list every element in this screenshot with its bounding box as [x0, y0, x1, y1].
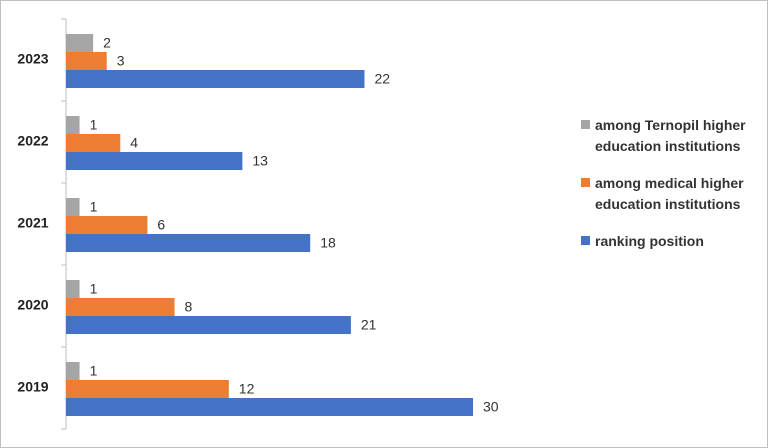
- data-label: 1: [90, 117, 98, 133]
- legend-item: among medical higher education instituti…: [581, 173, 751, 215]
- bar: [66, 152, 243, 170]
- legend-label: among medical higher education instituti…: [595, 175, 744, 212]
- bar: [66, 362, 80, 380]
- data-label: 1: [90, 363, 98, 379]
- bar: [66, 52, 107, 70]
- legend-item: among Ternopil higher education institut…: [581, 115, 751, 157]
- bar: [66, 216, 148, 234]
- data-label: 30: [483, 399, 499, 415]
- category-label: 2020: [17, 297, 48, 313]
- bar: [66, 234, 311, 252]
- bar: [66, 380, 229, 398]
- bar: [66, 34, 94, 52]
- bar: [66, 134, 121, 152]
- data-label: 6: [157, 217, 165, 233]
- category-label: 2019: [17, 379, 48, 395]
- legend-swatch: [581, 178, 590, 187]
- category-label: 2021: [17, 215, 48, 231]
- data-label: 13: [252, 153, 268, 169]
- data-label: 18: [320, 235, 336, 251]
- bar: [66, 316, 351, 334]
- legend-swatch: [581, 236, 590, 245]
- bar: [66, 280, 80, 298]
- data-label: 2: [103, 35, 111, 51]
- data-label: 8: [185, 299, 193, 315]
- data-label: 1: [90, 199, 98, 215]
- data-label: 1: [90, 281, 98, 297]
- bar: [66, 70, 365, 88]
- data-label: 21: [361, 317, 377, 333]
- data-label: 22: [374, 71, 390, 87]
- legend: among Ternopil higher education institut…: [581, 115, 751, 268]
- bar: [66, 116, 80, 134]
- legend-item: ranking position: [581, 231, 751, 252]
- category-label: 2022: [17, 133, 48, 149]
- category-label: 2023: [17, 51, 48, 67]
- legend-label: ranking position: [595, 233, 704, 249]
- bar: [66, 298, 175, 316]
- bar: [66, 398, 473, 416]
- data-label: 4: [130, 135, 138, 151]
- bar: [66, 198, 80, 216]
- legend-swatch: [581, 120, 590, 129]
- legend-label: among Ternopil higher education institut…: [595, 117, 746, 154]
- data-label: 3: [117, 53, 125, 69]
- data-label: 12: [239, 381, 255, 397]
